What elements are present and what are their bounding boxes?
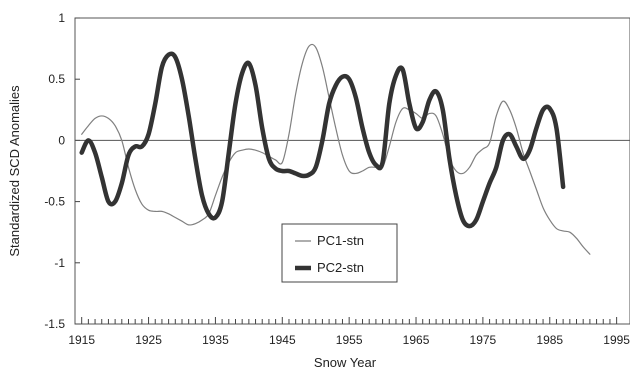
y-tick-label: 0 — [58, 133, 65, 147]
y-tick-label: 0.5 — [48, 72, 65, 86]
series-layer — [79, 43, 591, 255]
series-line-pc1 — [81, 43, 591, 255]
legend-label-pc2: PC2-stn — [317, 260, 364, 275]
x-tick-label: 1985 — [536, 333, 563, 347]
plot-frame — [74, 17, 630, 325]
x-tick-label: 1955 — [336, 333, 363, 347]
y-tick-label: -0.5 — [44, 195, 65, 209]
x-tick-labels: 1915 1925 1935 1945 1955 1965 1975 1985 1995 — [68, 333, 630, 347]
x-tick-label: 1925 — [135, 333, 162, 347]
legend-box — [281, 223, 398, 283]
series-line-pc2 — [79, 51, 566, 229]
y-tick-label: -1.5 — [44, 317, 65, 331]
legend-label-pc1: PC1-stn — [317, 233, 364, 248]
y-tick-label: 1 — [58, 11, 65, 25]
x-tick-label: 1915 — [68, 333, 95, 347]
x-tick-label: 1965 — [403, 333, 430, 347]
y-axis-title: Standardized SCD Anomalies — [7, 85, 22, 257]
y-tick-label: -1 — [54, 256, 65, 270]
legend: PC1-stn PC2-stn — [281, 223, 398, 283]
x-tick-label: 1945 — [269, 333, 296, 347]
x-minor-ticks — [81, 317, 618, 324]
y-ticks: 1 0.5 0 -0.5 -1 -1.5 — [44, 11, 80, 331]
x-tick-label: 1995 — [603, 333, 630, 347]
x-tick-label: 1935 — [202, 333, 229, 347]
x-tick-label: 1975 — [470, 333, 497, 347]
x-axis-title: Snow Year — [314, 355, 377, 370]
